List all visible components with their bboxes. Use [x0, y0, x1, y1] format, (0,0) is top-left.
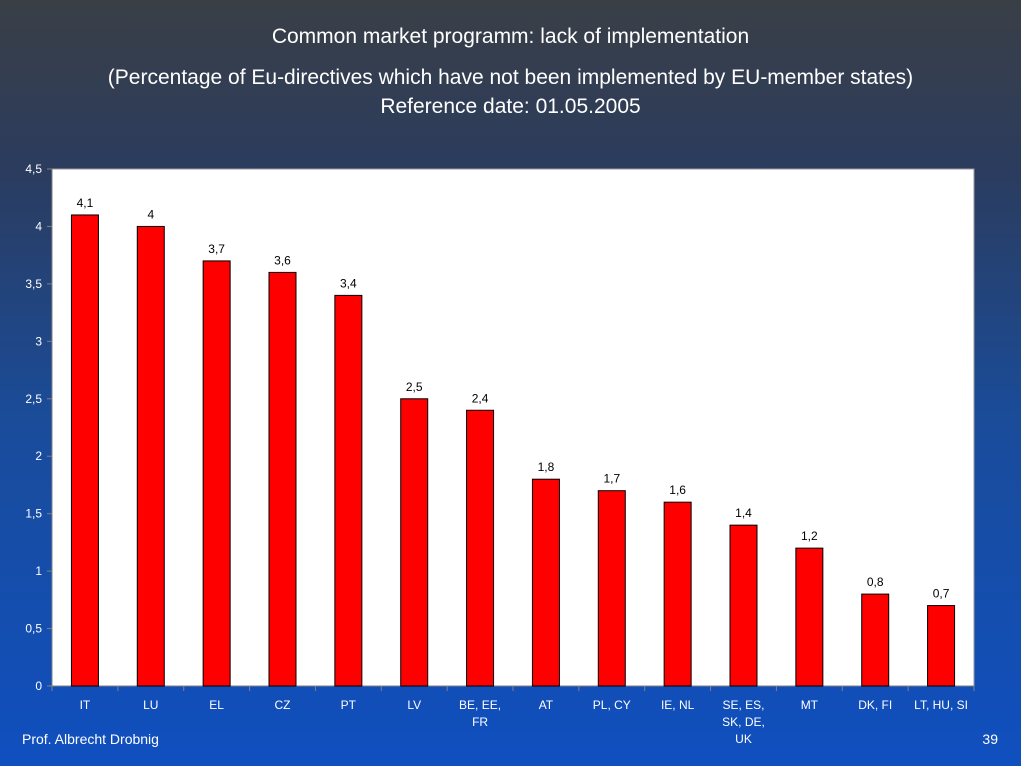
y-tick-label: 2,5 — [25, 392, 42, 406]
y-tick-label: 1,5 — [25, 507, 42, 521]
page-number: 39 — [982, 731, 998, 747]
x-tick-label: EL — [209, 698, 224, 712]
y-tick-label: 0 — [35, 679, 42, 693]
data-label: 0,8 — [867, 575, 884, 589]
data-label: 2,4 — [472, 391, 489, 405]
bar — [334, 294, 363, 687]
y-tick-label: 2 — [35, 449, 42, 463]
bar — [466, 409, 495, 687]
y-tick-label: 1 — [35, 564, 42, 578]
x-tick-label: LU — [143, 698, 158, 712]
bar — [663, 501, 692, 687]
bar — [400, 398, 429, 687]
slide-subtitle: (Percentage of Eu-directives which have … — [107, 66, 914, 89]
data-label: 1,7 — [603, 472, 620, 486]
x-tick-label: BE, EE, — [459, 698, 501, 712]
x-tick-label: IT — [80, 698, 91, 712]
slide-title: Common market programm: lack of implemen… — [271, 25, 750, 48]
bar — [927, 605, 956, 687]
data-label: 1,4 — [735, 506, 752, 520]
bar — [268, 271, 297, 687]
data-label: 1,2 — [801, 529, 818, 543]
x-tick-label: PL, CY — [593, 698, 631, 712]
x-tick-label: PT — [341, 698, 357, 712]
data-label: 1,6 — [669, 483, 686, 497]
bar — [729, 524, 758, 687]
x-tick-label: SK, DE, — [722, 715, 765, 729]
data-label: 1,8 — [538, 460, 555, 474]
x-tick-label: SE, ES, — [722, 698, 764, 712]
x-tick-label: IE, NL — [661, 698, 695, 712]
data-label: 3,7 — [208, 242, 225, 256]
data-label: 2,5 — [406, 380, 423, 394]
x-tick-label: MT — [801, 698, 819, 712]
y-tick-label: 3 — [35, 334, 42, 348]
reference-date: Reference date: 01.05.2005 — [380, 95, 641, 118]
bar — [861, 593, 890, 687]
y-tick-label: 3,5 — [25, 277, 42, 291]
author-footer: Prof. Albrecht Drobnig — [22, 731, 159, 747]
data-label: 0,7 — [933, 587, 950, 601]
bar — [531, 478, 560, 687]
bar — [70, 214, 99, 687]
x-tick-label: CZ — [275, 698, 291, 712]
x-tick-label: AT — [539, 698, 554, 712]
bar — [136, 225, 165, 687]
data-label: 4,1 — [77, 196, 94, 210]
x-tick-label: FR — [472, 715, 488, 729]
x-tick-label: UK — [735, 732, 752, 746]
y-tick-label: 0,5 — [25, 622, 42, 636]
x-tick-label: DK, FI — [858, 698, 892, 712]
data-label: 3,4 — [340, 276, 357, 290]
y-tick-label: 4,5 — [25, 162, 42, 176]
data-label: 4 — [147, 207, 154, 221]
y-tick-label: 4 — [35, 219, 42, 233]
bar — [795, 547, 824, 687]
x-tick-label: LT, HU, SI — [914, 698, 968, 712]
x-tick-label: LV — [407, 698, 421, 712]
data-label: 3,6 — [274, 253, 291, 267]
plot-area — [51, 168, 975, 687]
bar — [597, 490, 626, 687]
bar — [202, 260, 231, 687]
